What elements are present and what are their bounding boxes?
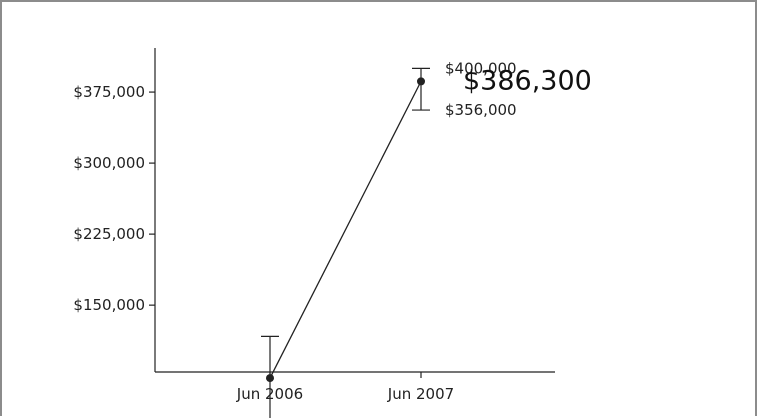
y-tick-label: $225,000: [73, 225, 145, 243]
data-point: [417, 77, 425, 86]
data-points: [266, 77, 425, 383]
x-tick-label: Jun 2007: [387, 385, 454, 403]
annotation-labels: $400,000 $356,000 $386,300: [445, 59, 592, 119]
lower-bound-label: $356,000: [445, 101, 517, 119]
y-tick-label: $300,000: [73, 154, 145, 172]
y-tick-label: $375,000: [73, 83, 145, 101]
data-point: [266, 374, 274, 383]
y-tick-label: $150,000: [73, 296, 145, 314]
series-line: [269, 81, 422, 379]
axes: [154, 48, 555, 373]
y-axis-ticks: $150,000 $225,000 $300,000 $375,000: [73, 83, 155, 314]
upper-bound-label: $400,000: [445, 59, 517, 77]
series-line-layer: [269, 81, 422, 379]
highlight-value-label: $386,300: [463, 65, 592, 96]
error-bars: [261, 67, 430, 418]
